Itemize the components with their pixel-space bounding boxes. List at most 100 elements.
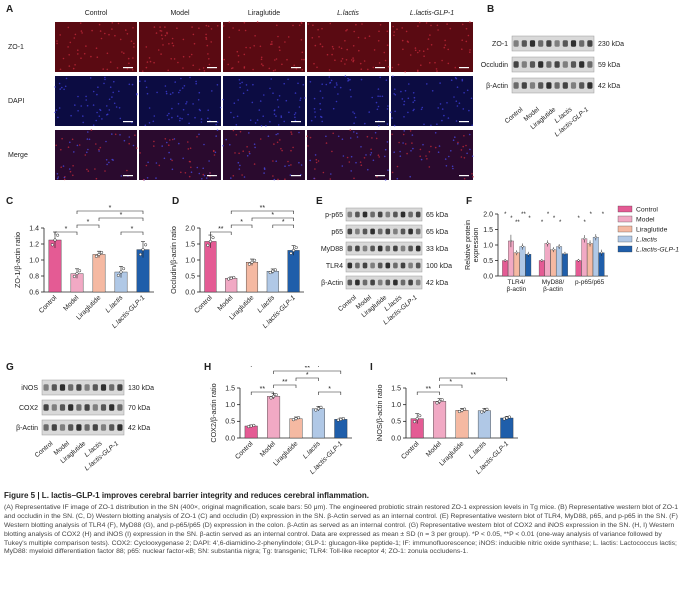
if-speckle [463,92,465,94]
if-speckle [463,157,466,159]
significance-bracket [273,384,297,388]
if-speckle [335,100,338,103]
y-tick-label: 0.5 [185,273,195,280]
if-speckle [339,86,342,89]
if-speckle [357,36,360,39]
if-speckle [399,155,402,157]
if-speckle [460,149,463,151]
if-speckle [329,178,332,180]
if-speckle [430,24,432,27]
if-speckle [469,51,471,53]
if-speckle [465,27,468,30]
if-speckle [153,145,155,147]
if-speckle [377,88,380,90]
if-speckle [447,62,450,65]
if-speckle [345,30,347,32]
if-speckle [245,46,247,49]
y-tick-label: 1.5 [225,385,235,392]
if-speckle [386,44,389,46]
if-speckle [108,109,111,111]
if-speckle [88,138,91,141]
if-speckle [207,25,210,28]
blot-band [362,245,368,252]
if-speckle [56,40,58,42]
panel-label-h: H [204,362,212,373]
if-speckle [457,143,459,145]
if-speckle [471,155,474,157]
if-speckle [409,175,412,178]
if-speckle [58,82,61,85]
if-speckle [144,80,146,82]
if-speckle [311,37,314,39]
if-column-label: Control [85,10,108,17]
if-speckle [328,69,331,71]
if-speckle [297,82,299,85]
blot-band [377,279,383,286]
if-speckle [73,151,75,153]
if-speckle [411,142,413,144]
if-speckle [67,26,70,29]
if-speckle [458,102,461,104]
if-speckle [167,69,169,72]
if-speckle [77,95,79,98]
x-tick-label: Liraglutide [438,440,465,467]
if-speckle [69,141,71,144]
blot-strip [41,419,125,436]
if-speckle [68,168,71,170]
blot-band [84,404,90,411]
if-speckle [171,168,174,171]
if-speckle [190,171,193,173]
if-speckle [168,151,170,154]
if-speckle [418,21,421,24]
significance-label: * [559,220,562,226]
blot-band [562,61,568,68]
if-speckle [86,104,89,107]
blot-band [562,40,568,47]
if-image-tile [307,76,389,126]
if-speckle [248,151,251,153]
if-speckle [146,61,149,63]
if-speckle [243,21,246,24]
if-speckle [176,115,179,117]
if-speckle [65,77,68,80]
if-speckle [190,53,193,56]
if-speckle [198,133,200,136]
blot-band [347,211,353,218]
if-speckle [392,75,394,78]
if-speckle [393,124,396,127]
if-speckle [396,28,398,31]
if-speckle [153,26,156,28]
if-speckle [314,168,316,170]
blot-band [393,211,398,218]
blot-kda-label: 70 kDa [128,405,150,412]
data-point [97,252,101,256]
if-speckle [290,131,292,133]
if-speckle [317,160,320,162]
significance-bracket [272,224,294,228]
if-speckle [113,80,115,83]
if-speckle [355,161,357,164]
if-speckle [413,99,416,102]
if-speckle [434,61,436,64]
if-speckle [358,49,360,52]
if-speckle [349,137,352,139]
if-speckle [455,77,458,80]
if-speckle [202,167,204,170]
if-speckle [338,46,341,48]
if-speckle [469,49,471,51]
significance-label: ** [282,379,288,386]
scale-bar [375,175,385,177]
data-point [319,405,323,409]
if-speckle [301,51,304,54]
data-point [540,259,543,262]
if-speckle [426,158,428,160]
blot-band [355,245,360,252]
blot-band [513,40,519,47]
significance-label: ** [426,386,432,393]
blot-band [385,211,391,218]
legend-label: L.lactis [636,237,658,244]
if-speckle [367,168,369,171]
if-speckle [392,25,395,28]
if-image-tile [223,22,305,72]
if-speckle [156,91,158,94]
